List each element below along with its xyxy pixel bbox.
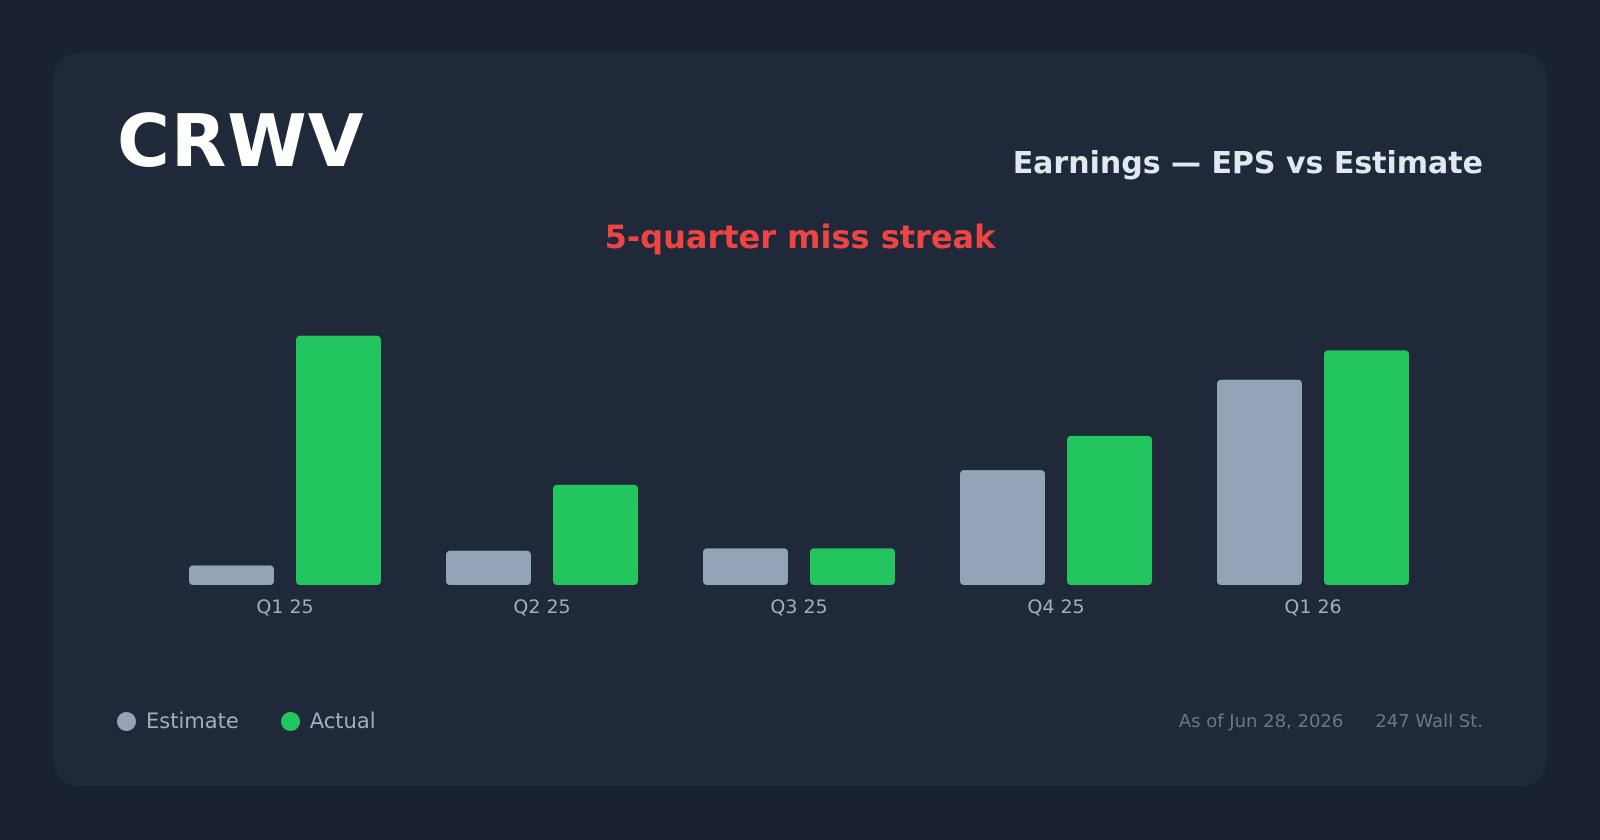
chart-legend: Estimate Actual [117, 709, 418, 733]
bar-estimate-q4-25 [960, 470, 1045, 585]
bar-actual-q1-25 [296, 335, 381, 585]
bar-actual-q2-25 [553, 484, 638, 585]
bar-estimate-q1-26 [1217, 379, 1302, 585]
bar-estimate-q1-25 [189, 565, 274, 585]
chart-title: Earnings — EPS vs Estimate [1012, 146, 1483, 181]
bar-actual-q1-26 [1324, 350, 1409, 585]
legend-label-estimate: Estimate [146, 709, 239, 733]
eps-bar-chart: Q1 25 Q2 25 Q3 25 Q4 25 Q1 26 [189, 335, 1409, 618]
miss-streak-annotation: 5-quarter miss streak [604, 218, 996, 256]
x-tick-label-q2-25: Q2 25 [513, 596, 570, 618]
x-tick-label-q1-26: Q1 26 [1284, 596, 1341, 618]
x-tick-label-q3-25: Q3 25 [770, 596, 827, 618]
legend-item-actual: Actual [280, 709, 376, 733]
chart-card: CRWV Earnings — EPS vs Estimate 5-quarte… [53, 53, 1547, 786]
legend-swatch-actual [280, 711, 300, 731]
chart-footer: As of Jun 28, 2026 247 Wall St. [1179, 711, 1483, 732]
bar-actual-q3-25 [810, 548, 895, 585]
bar-estimate-q2-25 [446, 550, 531, 585]
bar-estimate-q3-25 [703, 548, 788, 585]
bar-actual-q4-25 [1067, 435, 1152, 585]
x-tick-label-q4-25: Q4 25 [1027, 596, 1084, 618]
legend-item-estimate: Estimate [117, 709, 239, 733]
ticker-title: CRWV [117, 99, 365, 183]
as-of-date: As of Jun 28, 2026 [1178, 711, 1344, 732]
x-tick-label-q1-25: Q1 25 [256, 596, 313, 618]
legend-label-actual: Actual [309, 709, 376, 733]
legend-swatch-estimate [117, 711, 136, 731]
source-credit: 247 Wall St. [1375, 711, 1483, 732]
